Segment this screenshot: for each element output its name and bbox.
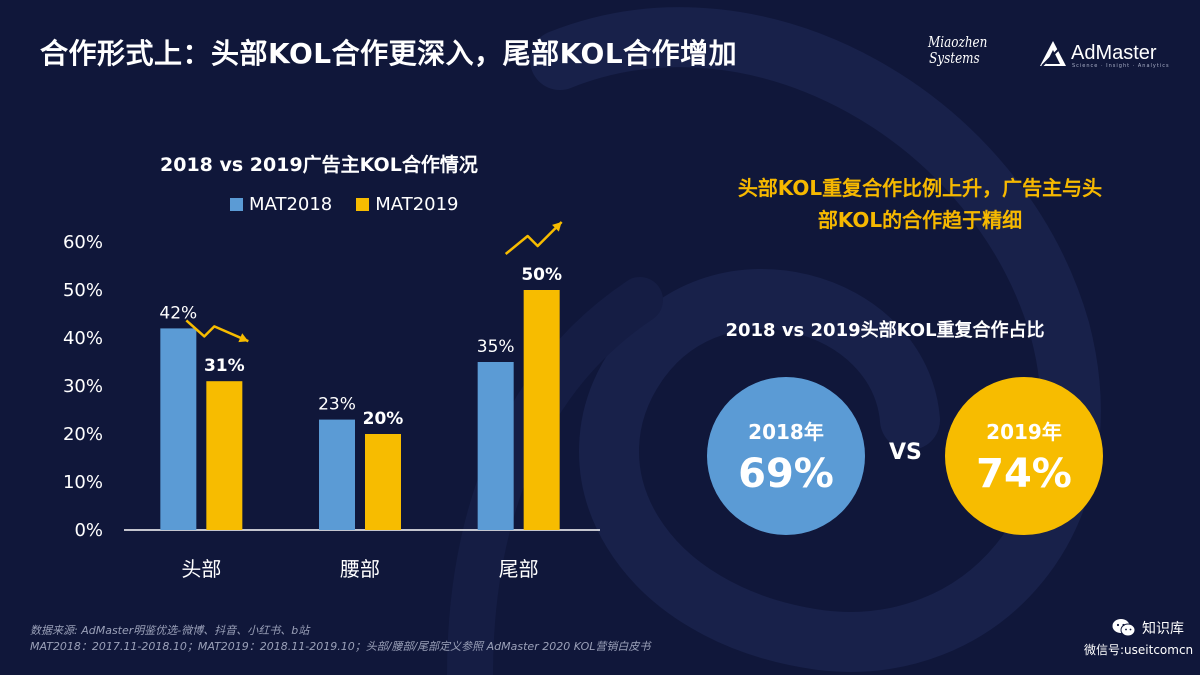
admaster-logo: AdMaster Science · Insight · Analytics bbox=[1038, 38, 1169, 69]
repeat-cooperation-subtitle: 2018 vs 2019头部KOL重复合作占比 bbox=[725, 320, 1045, 341]
bar-mat2019 bbox=[365, 434, 401, 530]
trend-up-arrowhead bbox=[552, 222, 562, 232]
data-label: 50% bbox=[521, 265, 562, 285]
wechat-id: 微信号:useitcomcn bbox=[1084, 643, 1194, 657]
bar-mat2018 bbox=[477, 362, 514, 530]
trend-up-arrow bbox=[504, 221, 563, 255]
x-category-label: 头部 bbox=[181, 557, 221, 581]
legend-label-mat2018: MAT2018 bbox=[249, 194, 333, 215]
circle-2019-value: 74% bbox=[976, 450, 1072, 497]
page-title: 合作形式上：头部KOL合作更深入，尾部KOL合作增加 bbox=[40, 37, 738, 70]
vs-label: VS bbox=[889, 440, 922, 465]
wechat-icon bbox=[1112, 619, 1136, 637]
miaozhen-logo: Miaozhen Systems bbox=[928, 33, 988, 67]
x-category-label: 尾部 bbox=[499, 557, 539, 581]
right-headline-line1: 头部KOL重复合作比例上升，广告主与头 bbox=[737, 176, 1103, 200]
x-category-label: 腰部 bbox=[340, 557, 380, 581]
data-label: 31% bbox=[204, 356, 245, 376]
circle-2019: 2019年 74% bbox=[945, 377, 1103, 535]
bar-mat2018 bbox=[319, 419, 355, 530]
bar-mat2019 bbox=[523, 290, 560, 530]
circle-2018-value: 69% bbox=[738, 450, 834, 497]
data-label: 20% bbox=[363, 409, 404, 429]
period-note: MAT2018：2017.11-2018.10；MAT2019：2018.11-… bbox=[30, 640, 651, 653]
legend-item-mat2018: MAT2018 bbox=[230, 194, 332, 215]
data-label: 42% bbox=[159, 303, 197, 323]
source-note: 数据来源: AdMaster明鉴优选-微博、抖音、小红书、b站 bbox=[30, 624, 310, 637]
y-tick-label: 30% bbox=[63, 376, 103, 397]
wechat-label: 知识库 bbox=[1142, 621, 1184, 637]
legend-label-mat2019: MAT2019 bbox=[375, 194, 459, 215]
y-tick-label: 50% bbox=[63, 280, 103, 301]
y-tick-label: 10% bbox=[63, 472, 103, 493]
circle-2018-year: 2018年 bbox=[748, 419, 824, 444]
chart-legend: MAT2018 MAT2019 bbox=[230, 194, 483, 215]
circle-2018: 2018年 69% bbox=[707, 377, 865, 535]
admaster-mark-icon bbox=[1040, 41, 1066, 67]
miaozhen-logo-line2: Systems bbox=[929, 49, 980, 67]
bar-mat2018 bbox=[160, 328, 197, 530]
admaster-tagline: Science · Insight · Analytics bbox=[1072, 63, 1170, 69]
right-headline: 头部KOL重复合作比例上升，广告主与头 部KOL的合作趋于精细 bbox=[690, 172, 1150, 236]
chart-title: 2018 vs 2019广告主KOL合作情况 bbox=[160, 154, 478, 176]
right-headline-line2: 部KOL的合作趋于精细 bbox=[817, 208, 1023, 232]
y-tick-label: 20% bbox=[63, 424, 103, 445]
circle-2019-year: 2019年 bbox=[986, 419, 1062, 444]
y-tick-label: 40% bbox=[63, 328, 103, 349]
miaozhen-logo-line1: Miaozhen bbox=[928, 33, 988, 51]
trend-down-arrow bbox=[185, 319, 249, 343]
trend-down-arrowhead bbox=[238, 333, 249, 343]
bar-mat2019 bbox=[206, 381, 243, 530]
data-label: 23% bbox=[318, 395, 356, 415]
legend-swatch-mat2019 bbox=[356, 198, 370, 211]
data-label: 35% bbox=[477, 337, 515, 357]
y-tick-label: 0% bbox=[74, 520, 103, 541]
admaster-logo-text: AdMaster bbox=[1071, 41, 1157, 64]
legend-item-mat2019: MAT2019 bbox=[356, 194, 459, 215]
y-tick-label: 60% bbox=[63, 232, 103, 253]
legend-swatch-mat2018 bbox=[230, 198, 243, 211]
wechat-badge: 知识库 bbox=[1112, 618, 1184, 638]
